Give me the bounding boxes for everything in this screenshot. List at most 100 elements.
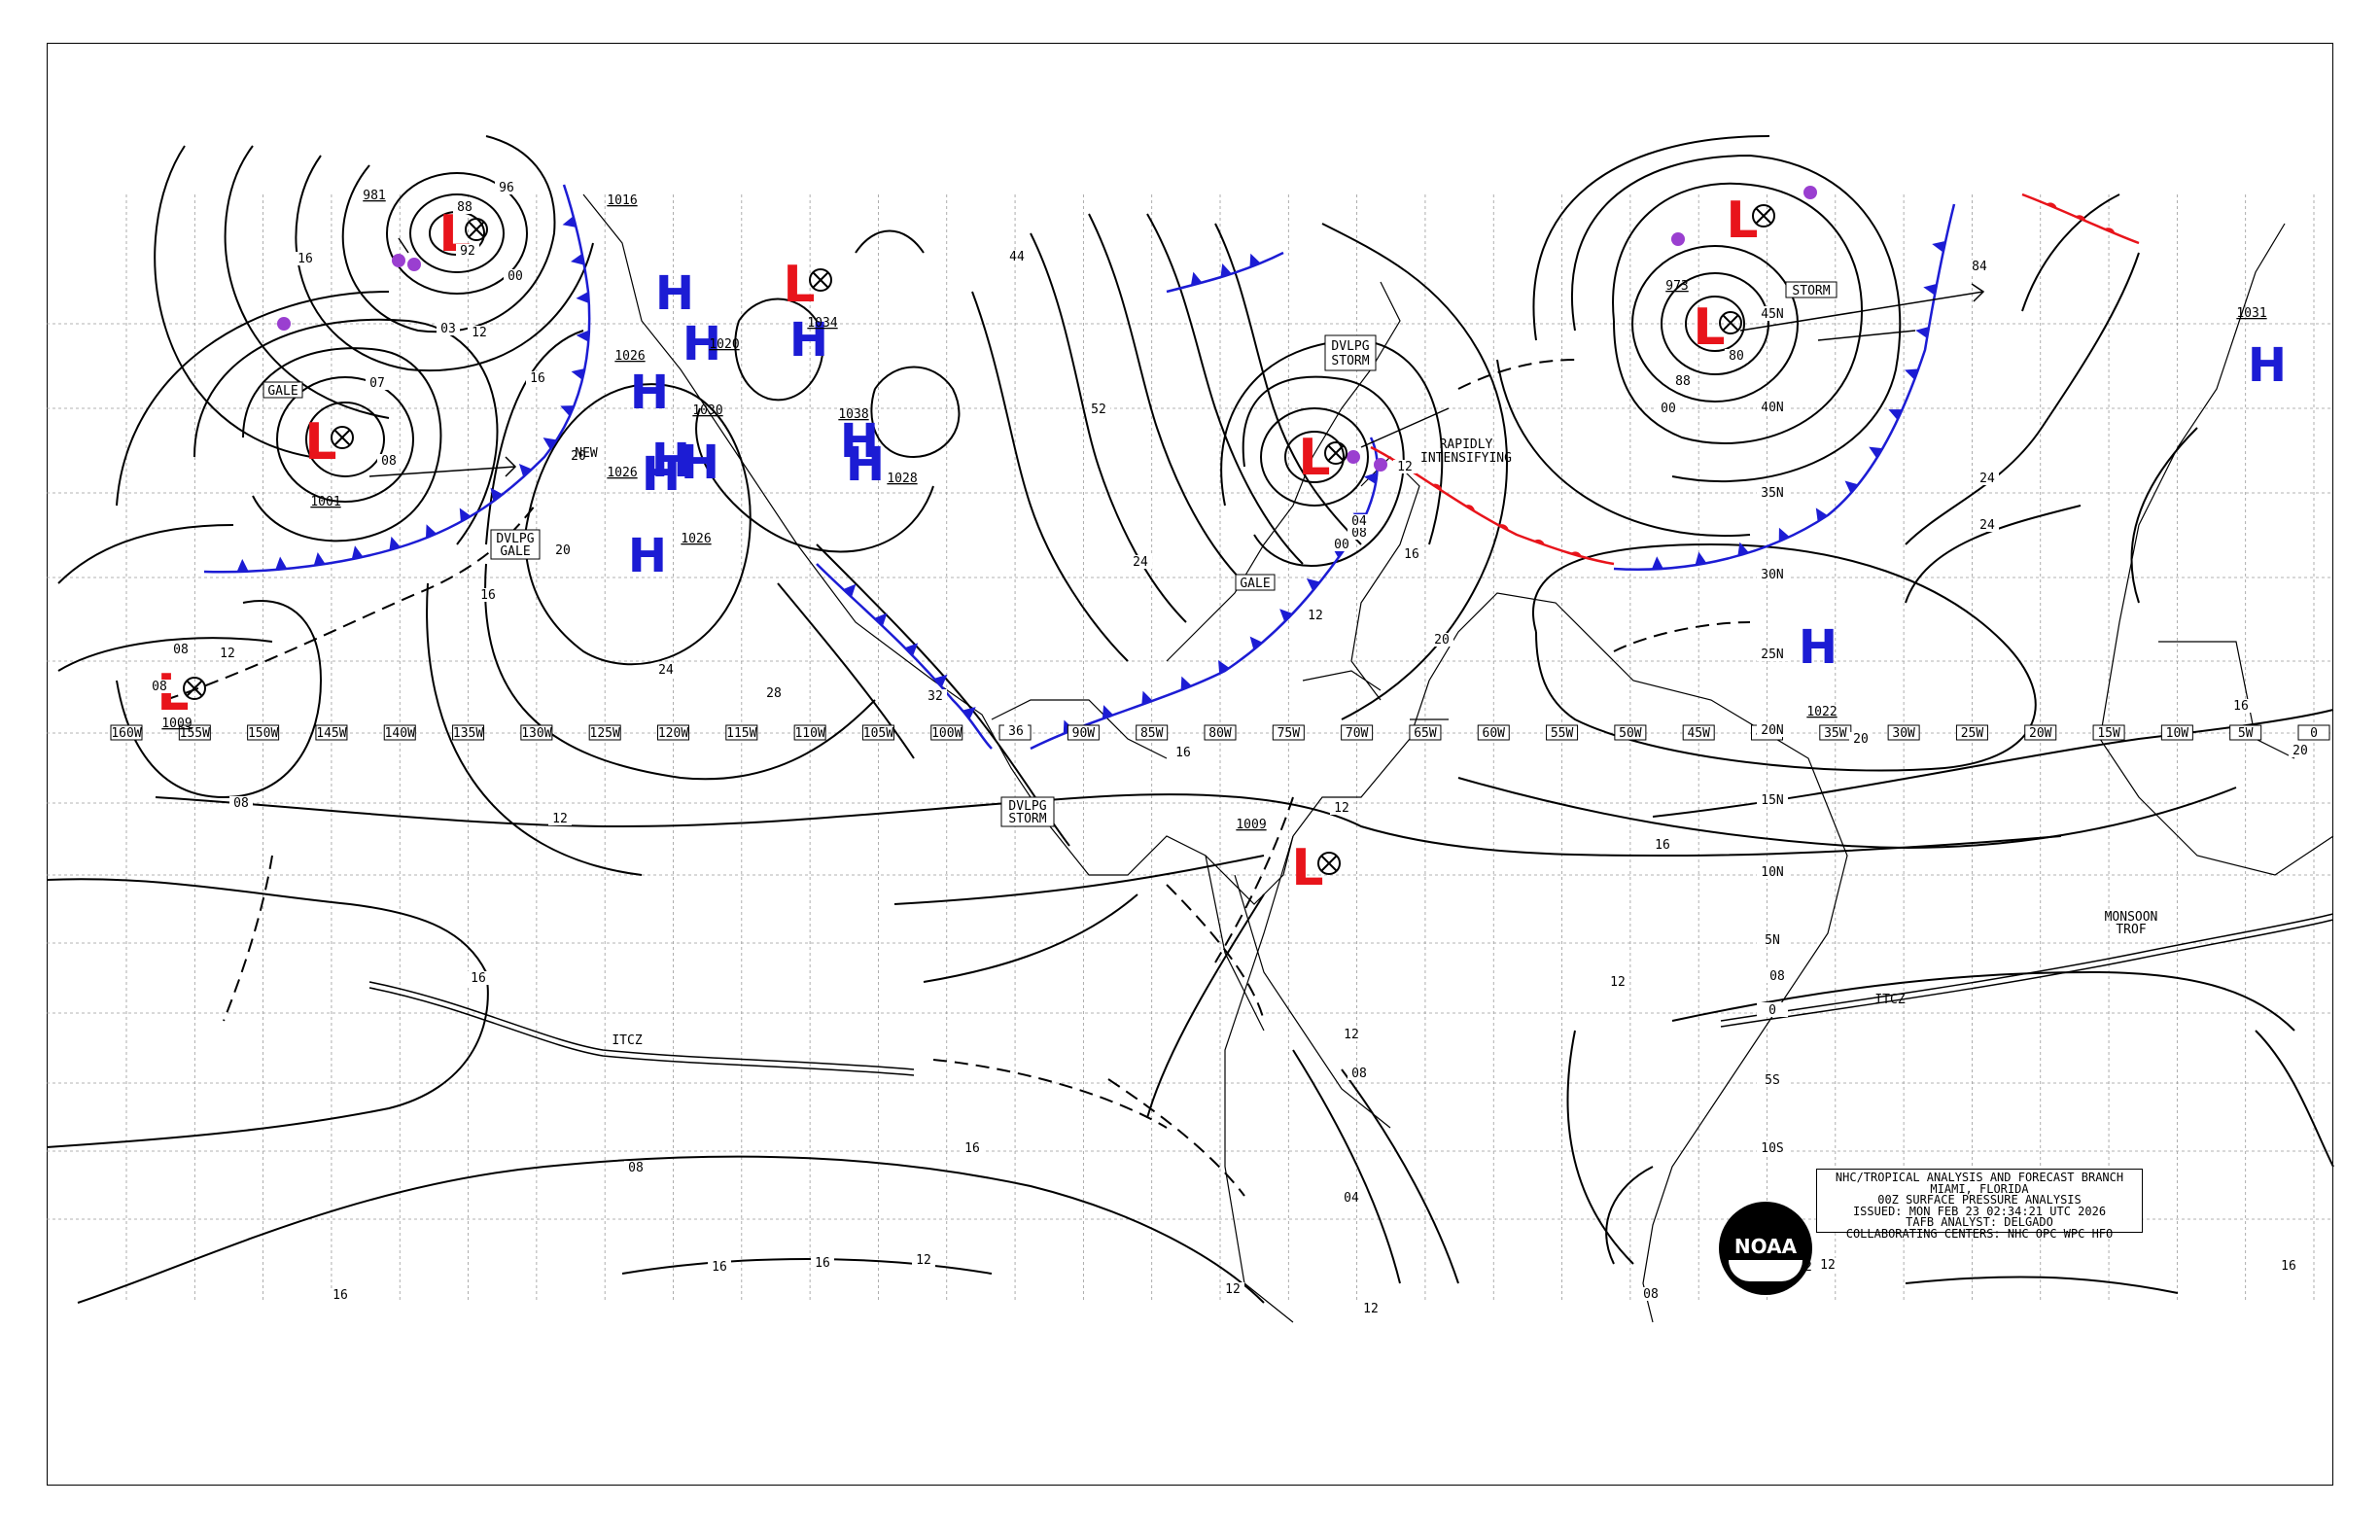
isobar-label: 08 [152, 680, 167, 694]
occluded-front-symbol [407, 258, 421, 271]
high-pressure-center: H [630, 366, 669, 420]
low-pressure-center: L [1298, 429, 1330, 487]
pressure-value: 1009 [161, 717, 192, 731]
low-pressure-center: L [783, 256, 815, 314]
isobars [46, 135, 2334, 1304]
cold-front-triangle [843, 583, 857, 598]
cold-front-triangle [1102, 705, 1114, 719]
cold-front-triangle [236, 558, 249, 573]
cold-front-triangle [560, 405, 575, 417]
cold-front-triangle [518, 464, 533, 477]
pressure-value: 1001 [310, 495, 340, 509]
cold-front-triangle [576, 330, 589, 342]
lat-label: 5S [1765, 1073, 1780, 1088]
pressure-value: 1030 [692, 403, 722, 418]
lat-label: 45N [1761, 307, 1783, 322]
isobar-label: 16 [332, 1288, 348, 1303]
pressure-value: 1020 [709, 337, 739, 352]
lon-label: 0 [2310, 726, 2318, 741]
high-pressure-center: H [682, 317, 721, 371]
pressure-centers: L981L1001L1009LLL973L1009LH1016H1020H102… [157, 189, 2287, 897]
isobar-label: 03 [440, 322, 456, 336]
lat-label: 15N [1761, 793, 1783, 808]
cold-front-pacific [203, 184, 591, 574]
isobar-label: 20 [2292, 744, 2308, 758]
cold-front-triangle [313, 552, 326, 566]
lon-label: 135W [453, 726, 483, 741]
lon-label: 30W [1892, 726, 1915, 741]
high-pressure-center: H [846, 438, 885, 492]
lon-label: 20W [2029, 726, 2052, 741]
itcz-lines [368, 913, 2334, 1076]
occluded-front-symbol [277, 317, 291, 331]
high-pressure-center: H [651, 434, 690, 488]
lat-label: 25N [1761, 648, 1783, 662]
cold-front-atlantic [1613, 203, 1956, 571]
storm-label: STORM [1008, 812, 1046, 826]
lon-label: 80W [1208, 726, 1232, 741]
lon-label: 60W [1483, 726, 1506, 741]
cold-front-triangle [1905, 368, 1919, 380]
cold-front-triangle [490, 487, 504, 502]
cold-front-triangle [571, 368, 585, 380]
isobar-label: 16 [471, 971, 486, 986]
trof-label: TROF [2116, 923, 2146, 937]
high-pressure-center: H [840, 414, 879, 469]
lon-label: 160W [111, 726, 141, 741]
rapidly-label: RAPIDLY [1440, 438, 1493, 452]
pressure-value: 1031 [2236, 306, 2266, 321]
isobar-label: 08 [1351, 1067, 1367, 1081]
cold-front-triangle [570, 253, 584, 265]
isobar-label: 12 [1610, 975, 1626, 990]
cold-front-triangle [1190, 271, 1203, 286]
warm-front-semicircle [1498, 524, 1509, 531]
storm-label: STORM [1792, 284, 1830, 298]
gale-label: GALE [500, 544, 530, 559]
lat-label: 10S [1761, 1141, 1783, 1156]
occluded-front-symbol [1374, 458, 1387, 472]
lon-label: 115W [726, 726, 756, 741]
isobar-label: 08 [381, 454, 397, 469]
lon-label: 65W [1414, 726, 1437, 741]
isobar-label: 12 [472, 326, 487, 340]
lat-label: 35N [1761, 486, 1783, 501]
cold-front-triangle [1888, 409, 1903, 420]
lat-label: 30N [1761, 568, 1783, 582]
map-frame [47, 43, 2333, 1486]
high-pressure-center: H [1799, 620, 1838, 675]
cold-front-triangle [962, 707, 976, 719]
pressure-value: 981 [363, 189, 385, 203]
isobar-label: 12 [1344, 1028, 1359, 1042]
isobar-label: 00 [1334, 538, 1349, 552]
lon-label: 105W [863, 726, 893, 741]
isobar-label: 44 [1009, 250, 1025, 264]
isobar-label: 16 [530, 371, 545, 386]
isobar-label: 92 [460, 244, 475, 259]
cold-front-triangle [1141, 690, 1153, 705]
cold-front-triangle [1249, 253, 1261, 268]
lon-label: 155W [180, 726, 210, 741]
cold-front-triangle [1737, 542, 1749, 556]
lon-label: 35W [1824, 726, 1847, 741]
isobar-label: 08 [173, 643, 189, 657]
lon-label: 100W [931, 726, 962, 741]
high-pressure-center: H [2248, 338, 2287, 393]
isobar-label: 08 [233, 796, 249, 811]
pressure-value: 1034 [807, 316, 837, 331]
fronts [203, 184, 2140, 751]
warm-front-semicircle [2046, 202, 2057, 209]
cold-front-triangle [275, 556, 288, 570]
isobar-label: 12 [1363, 1302, 1379, 1316]
isobar-label: 84 [1972, 260, 1987, 274]
intensifying-label: INTENSIFYING [1420, 451, 1512, 466]
cold-front-triangle [542, 438, 557, 450]
cold-front-triangle [1180, 676, 1192, 690]
cold-front-triangle [904, 643, 919, 656]
cold-front-triangle [1651, 556, 1663, 570]
lon-label: 25W [1961, 726, 1984, 741]
lat-label: 0 [1768, 1003, 1776, 1018]
cold-front-triangle [1279, 609, 1293, 622]
low-pressure-center: L [1291, 839, 1323, 897]
isobar-label: 12 [1225, 1282, 1241, 1297]
high-pressure-center: H [789, 313, 828, 368]
